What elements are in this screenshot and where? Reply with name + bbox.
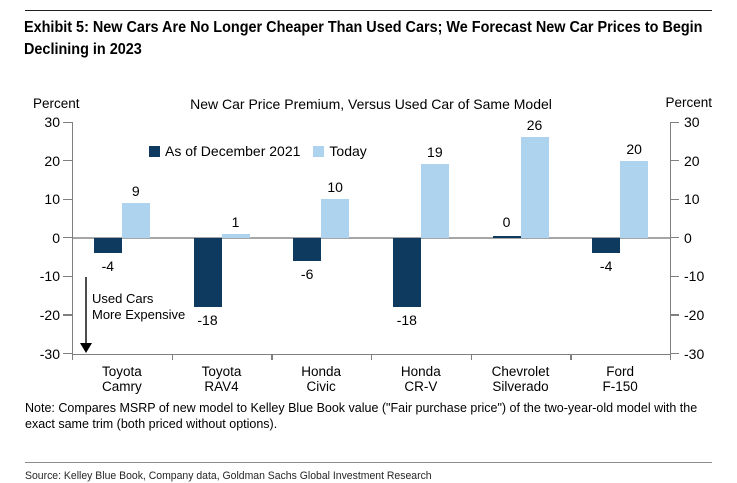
- category-axis-tick: [670, 353, 672, 360]
- value-label: -18: [396, 312, 417, 329]
- left-axis-tick: [63, 198, 72, 200]
- category-label: Toyota Camry: [101, 364, 142, 394]
- bar-today: [420, 164, 449, 238]
- category-axis-tick: [570, 353, 572, 360]
- value-label: -4: [101, 258, 115, 275]
- bottom-divider: [25, 462, 712, 463]
- bar-dec2021: [193, 237, 222, 308]
- right-axis-tick-label: 0: [684, 229, 692, 246]
- right-axis-tick-label: 30: [684, 114, 700, 130]
- left-axis-tick: [63, 353, 72, 355]
- right-axis-tick: [670, 121, 679, 123]
- right-axis-tick: [670, 314, 679, 316]
- value-label: 19: [427, 144, 443, 161]
- left-axis-unit-label: Percent: [33, 96, 80, 111]
- source-text: Source: Kelley Blue Book, Company data, …: [25, 470, 432, 482]
- chart-title: New Car Price Premium, Versus Used Car o…: [190, 96, 552, 112]
- right-axis-tick: [670, 237, 679, 239]
- annotation-arrow-line: [85, 277, 87, 344]
- category-axis-tick: [72, 353, 74, 360]
- left-axis-tick-label: -30: [39, 345, 60, 362]
- right-axis-tick-label: -30: [684, 345, 705, 362]
- category-axis-tick: [271, 353, 273, 360]
- exhibit-title-line2: Declining in 2023: [24, 41, 142, 58]
- left-axis-tick: [63, 160, 72, 162]
- left-axis-tick: [63, 275, 72, 278]
- legend-item-today: Today: [313, 143, 367, 159]
- bar-dec2021: [293, 237, 322, 261]
- value-label: 0: [502, 213, 511, 230]
- bar-today: [620, 160, 649, 238]
- value-label: 26: [526, 117, 543, 134]
- chart-note: Note: Compares MSRP of new model to Kell…: [25, 401, 698, 431]
- top-divider: [25, 10, 712, 11]
- bar-today: [321, 199, 350, 238]
- category-label: Toyota RAV4: [201, 364, 242, 394]
- bar-today: [121, 203, 150, 238]
- left-axis-tick-label: 20: [44, 152, 60, 169]
- right-axis-unit-label: Percent: [665, 95, 712, 110]
- value-label: -6: [300, 265, 314, 282]
- bar-dec2021: [592, 237, 621, 254]
- right-axis-tick: [670, 353, 679, 355]
- legend-swatch-dec2021: [149, 145, 160, 157]
- right-axis-tick: [670, 198, 679, 200]
- left-axis-tick-label: 30: [44, 114, 60, 130]
- left-axis-tick-label: -20: [39, 306, 60, 323]
- category-label: Honda CR-V: [400, 364, 441, 394]
- bar-dec2021: [93, 237, 122, 254]
- left-axis-tick-label: -10: [39, 268, 60, 285]
- legend-item-dec2021: As of December 2021: [149, 143, 300, 159]
- value-label: -4: [599, 258, 613, 275]
- left-axis-tick-label: 0: [52, 229, 60, 246]
- category-label: Ford F-150: [602, 364, 638, 394]
- value-label: 9: [131, 183, 140, 200]
- bar-today: [221, 233, 250, 238]
- legend-label-today: Today: [329, 143, 367, 159]
- source-line: Source: Kelley Blue Book, Company data, …: [25, 470, 453, 482]
- left-axis-tick: [63, 314, 72, 316]
- exhibit-title-line1: Exhibit 5: New Cars Are No Longer Cheape…: [24, 19, 703, 36]
- left-axis-tick: [63, 121, 72, 123]
- bar-dec2021: [492, 235, 521, 238]
- legend-swatch-today: [313, 145, 325, 157]
- category-axis-tick: [371, 353, 373, 360]
- left-axis-tick-label: 10: [44, 191, 60, 208]
- annotation-line2: More Expensive: [92, 306, 186, 322]
- category-label: Honda Civic: [301, 364, 342, 394]
- annotation-line1: Used Cars: [92, 291, 154, 306]
- right-axis-tick-label: -20: [684, 306, 705, 323]
- legend-label-dec2021: As of December 2021: [165, 143, 301, 159]
- category-label: Chevrolet Silverado: [491, 364, 550, 394]
- exhibit-title: Exhibit 5: New Cars Are No Longer Cheape…: [24, 17, 724, 61]
- right-axis-tick-label: 10: [684, 191, 700, 208]
- left-axis-line: [71, 122, 73, 354]
- bar-dec2021: [392, 237, 421, 308]
- chart-legend: As of December 2021 Today: [149, 143, 367, 159]
- left-axis-tick: [63, 237, 72, 239]
- value-label: 1: [231, 213, 240, 230]
- right-axis-tick: [670, 275, 679, 278]
- right-axis-tick-label: 20: [684, 152, 700, 169]
- zero-line: [72, 237, 670, 239]
- value-label: 20: [626, 140, 642, 157]
- right-axis-tick: [670, 160, 679, 162]
- bar-today: [520, 137, 549, 238]
- annotation-arrowhead-icon: [80, 343, 92, 353]
- category-axis-tick: [171, 353, 173, 360]
- category-axis-tick: [470, 353, 472, 360]
- annotation-text: Used Cars More Expensive: [92, 291, 185, 322]
- right-axis-tick-label: -10: [684, 268, 705, 285]
- value-label: 10: [327, 179, 343, 196]
- value-label: -18: [197, 312, 218, 329]
